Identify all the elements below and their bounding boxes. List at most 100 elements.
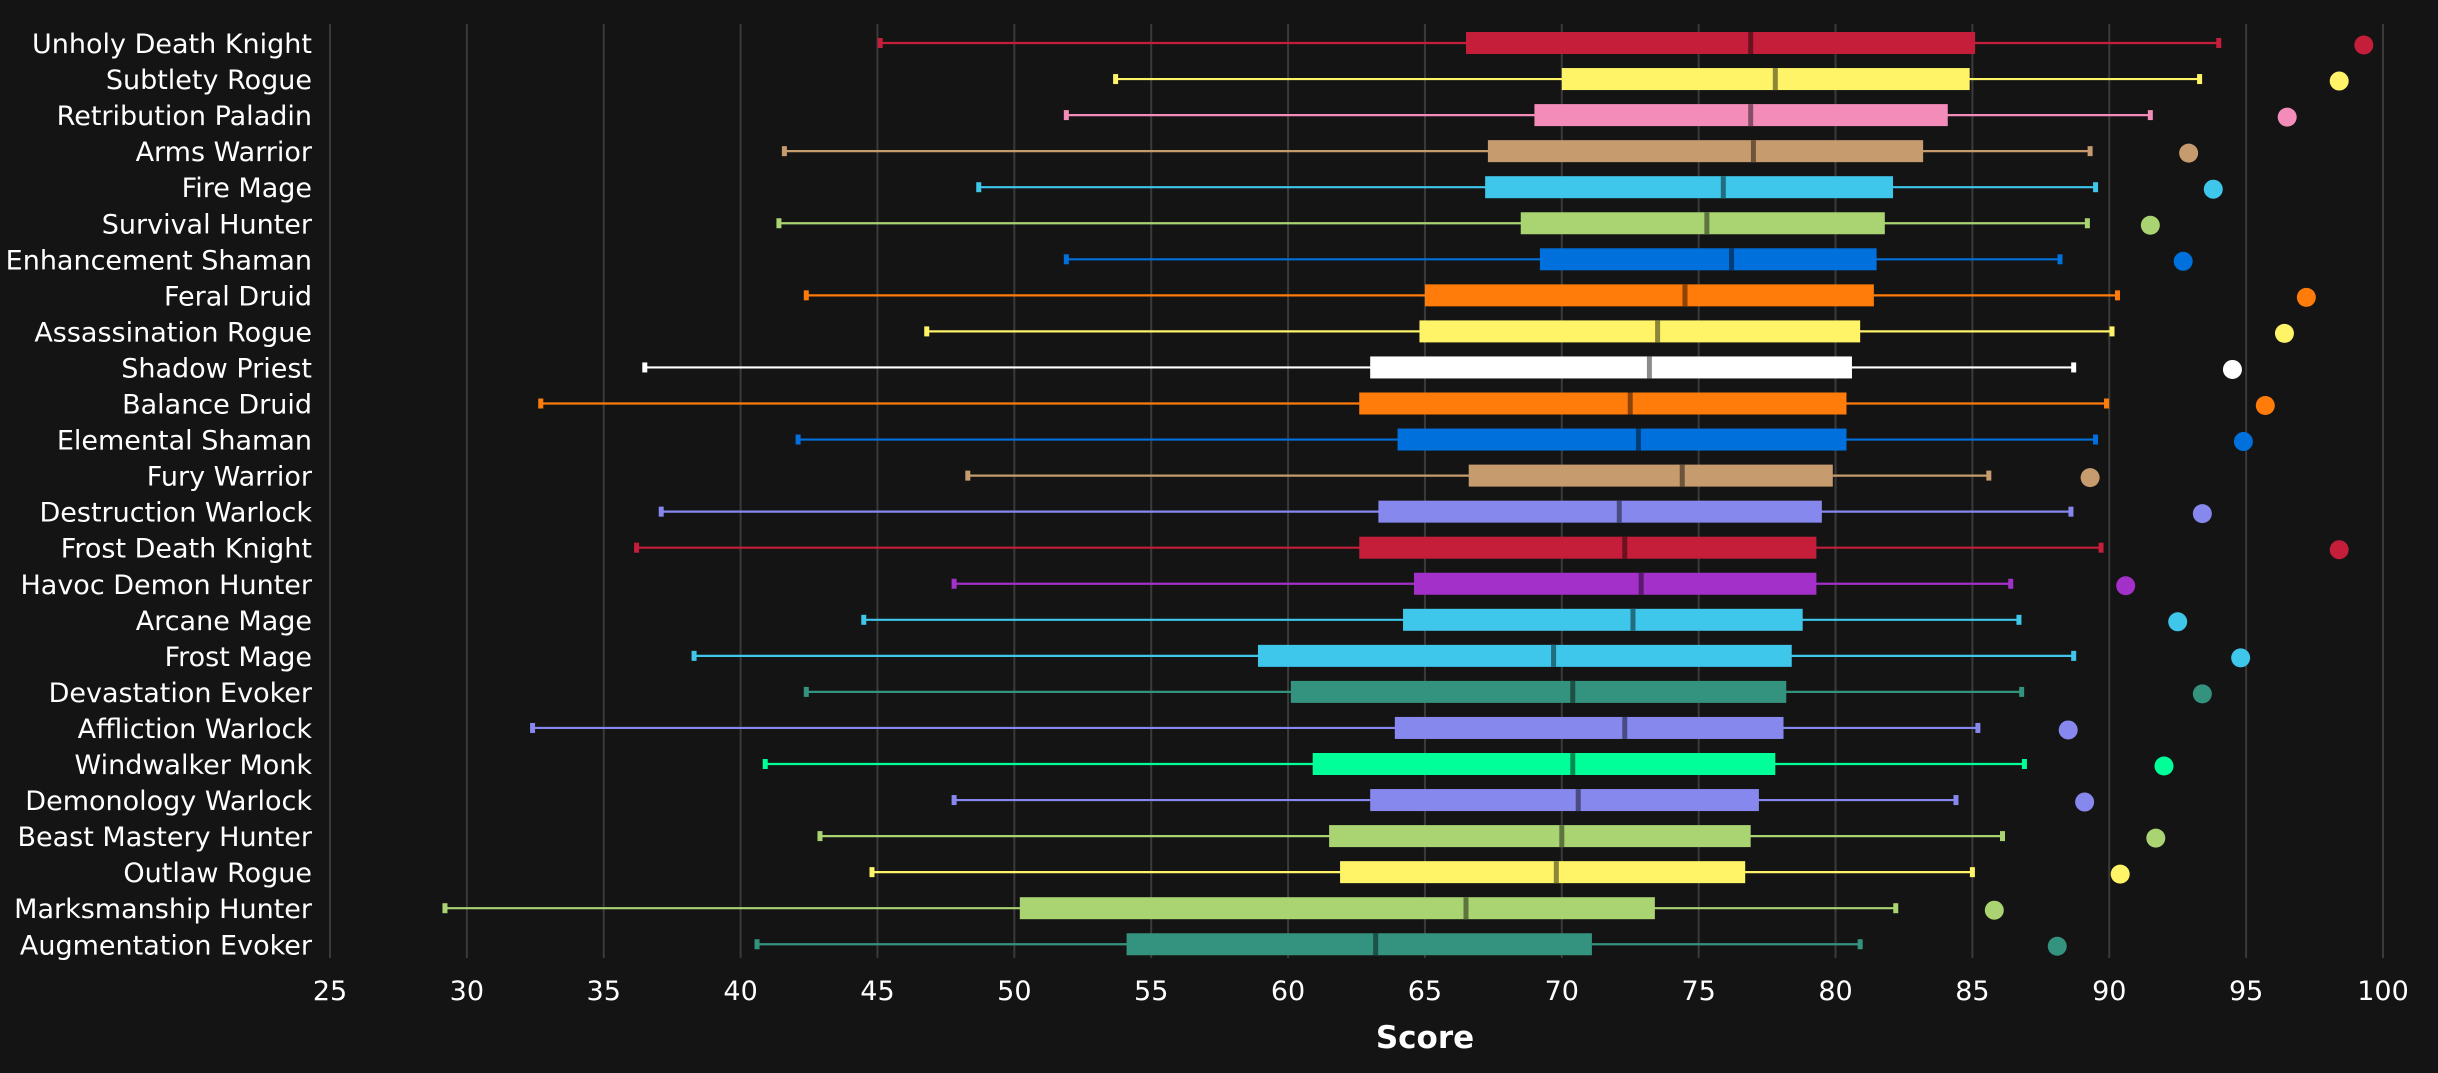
whisker-max-cap xyxy=(2109,326,2115,337)
iqr-box xyxy=(1424,284,1874,307)
whisker-max-cap xyxy=(2019,686,2025,697)
whisker-min-cap xyxy=(869,867,875,878)
category-label: Assassination Rogue xyxy=(34,317,312,348)
median-mark xyxy=(1373,933,1379,956)
max-point xyxy=(2203,179,2223,199)
whisker-max-cap xyxy=(2008,578,2014,589)
max-point xyxy=(2116,576,2136,596)
max-point xyxy=(2179,143,2199,163)
category-label: Shadow Priest xyxy=(121,353,312,384)
whisker-max-cap xyxy=(1953,795,1959,806)
box-19 xyxy=(530,716,2078,740)
median-mark xyxy=(1655,320,1661,343)
box-18 xyxy=(803,680,2212,704)
category-label: Retribution Paladin xyxy=(57,101,312,132)
iqr-box xyxy=(1397,428,1847,451)
whisker-min-cap xyxy=(924,326,930,337)
median-mark xyxy=(1704,212,1710,235)
max-point xyxy=(2192,684,2212,704)
whisker-min-cap xyxy=(442,903,448,914)
whisker-min-cap xyxy=(803,686,809,697)
whisker-min-cap xyxy=(965,470,971,481)
median-mark xyxy=(1559,825,1565,848)
whisker-min-cap xyxy=(1063,254,1069,265)
whisker-min-cap xyxy=(817,831,823,842)
max-point xyxy=(2231,648,2251,668)
whisker-max-cap xyxy=(1986,470,1992,481)
whisker-max-cap xyxy=(2071,650,2077,661)
whisker-max-cap xyxy=(2114,290,2120,301)
box-23 xyxy=(869,861,2130,884)
max-point xyxy=(1984,900,2004,920)
category-label: Demonology Warlock xyxy=(25,786,312,817)
box-25 xyxy=(754,933,2067,956)
median-mark xyxy=(1720,176,1726,199)
max-point xyxy=(2058,720,2078,740)
category-label: Frost Death Knight xyxy=(61,534,312,565)
whisker-max-cap xyxy=(2068,506,2074,517)
category-label: Arcane Mage xyxy=(136,606,312,637)
iqr-box xyxy=(1465,32,1976,54)
median-mark xyxy=(1575,789,1581,812)
x-tick-45: 45 xyxy=(860,976,894,1007)
iqr-box xyxy=(1394,716,1784,739)
max-point xyxy=(2110,864,2130,884)
whisker-min-cap xyxy=(762,759,768,769)
category-label: Devastation Evoker xyxy=(49,678,313,709)
max-point xyxy=(2047,936,2067,956)
median-mark xyxy=(1463,897,1469,920)
max-point xyxy=(2173,251,2193,271)
whisker-max-cap xyxy=(2147,110,2153,121)
iqr-box xyxy=(1370,789,1759,812)
iqr-box xyxy=(1257,644,1792,667)
box-2 xyxy=(1063,104,2297,127)
iqr-box xyxy=(1359,536,1817,559)
max-point xyxy=(2329,71,2349,91)
median-mark xyxy=(1553,861,1559,884)
median-mark xyxy=(1551,644,1557,667)
max-point xyxy=(2140,215,2160,235)
category-label: Havoc Demon Hunter xyxy=(20,570,312,601)
whisker-min-cap xyxy=(776,218,782,229)
median-mark xyxy=(1750,140,1756,163)
whisker-min-cap xyxy=(754,939,760,950)
median-mark xyxy=(1772,68,1778,91)
x-tick-50: 50 xyxy=(997,976,1031,1007)
x-tick-40: 40 xyxy=(723,976,757,1007)
median-mark xyxy=(1630,608,1636,631)
whisker-min-cap xyxy=(634,542,640,553)
max-point xyxy=(2154,756,2174,776)
box-10 xyxy=(538,392,2275,415)
median-mark xyxy=(1748,32,1754,54)
max-point xyxy=(2080,468,2100,488)
median-mark xyxy=(1622,536,1628,559)
category-label: Balance Druid xyxy=(122,390,312,421)
max-point xyxy=(2146,828,2166,848)
box-6 xyxy=(1063,248,2193,271)
category-label: Beast Mastery Hunter xyxy=(17,822,312,853)
median-mark xyxy=(1729,248,1735,271)
whisker-max-cap xyxy=(2071,362,2077,373)
whisker-max-cap xyxy=(2087,146,2093,157)
x-tick-25: 25 xyxy=(313,976,347,1007)
category-label: Destruction Warlock xyxy=(39,498,312,529)
category-label: Outlaw Rogue xyxy=(123,858,312,889)
whisker-max-cap xyxy=(1969,867,1975,878)
max-point xyxy=(2354,35,2374,55)
whisker-min-cap xyxy=(803,290,809,301)
iqr-box xyxy=(1126,933,1592,956)
iqr-box xyxy=(1468,464,1833,487)
median-mark xyxy=(1646,356,1652,379)
box-11 xyxy=(795,428,2253,452)
x-tick-95: 95 xyxy=(2229,976,2263,1007)
x-tick-labels: 25 30 35 40 45 50 55 60 65 70 75 80 85 90 95 100 xyxy=(313,976,2409,1007)
median-mark xyxy=(1635,428,1641,451)
box-0 xyxy=(877,32,2374,55)
iqr-box xyxy=(1019,897,1655,920)
box-20 xyxy=(762,753,2174,776)
x-tick-65: 65 xyxy=(1408,976,1442,1007)
category-label: Unholy Death Knight xyxy=(32,29,312,60)
iqr-box xyxy=(1329,825,1751,848)
max-point xyxy=(2296,287,2316,307)
